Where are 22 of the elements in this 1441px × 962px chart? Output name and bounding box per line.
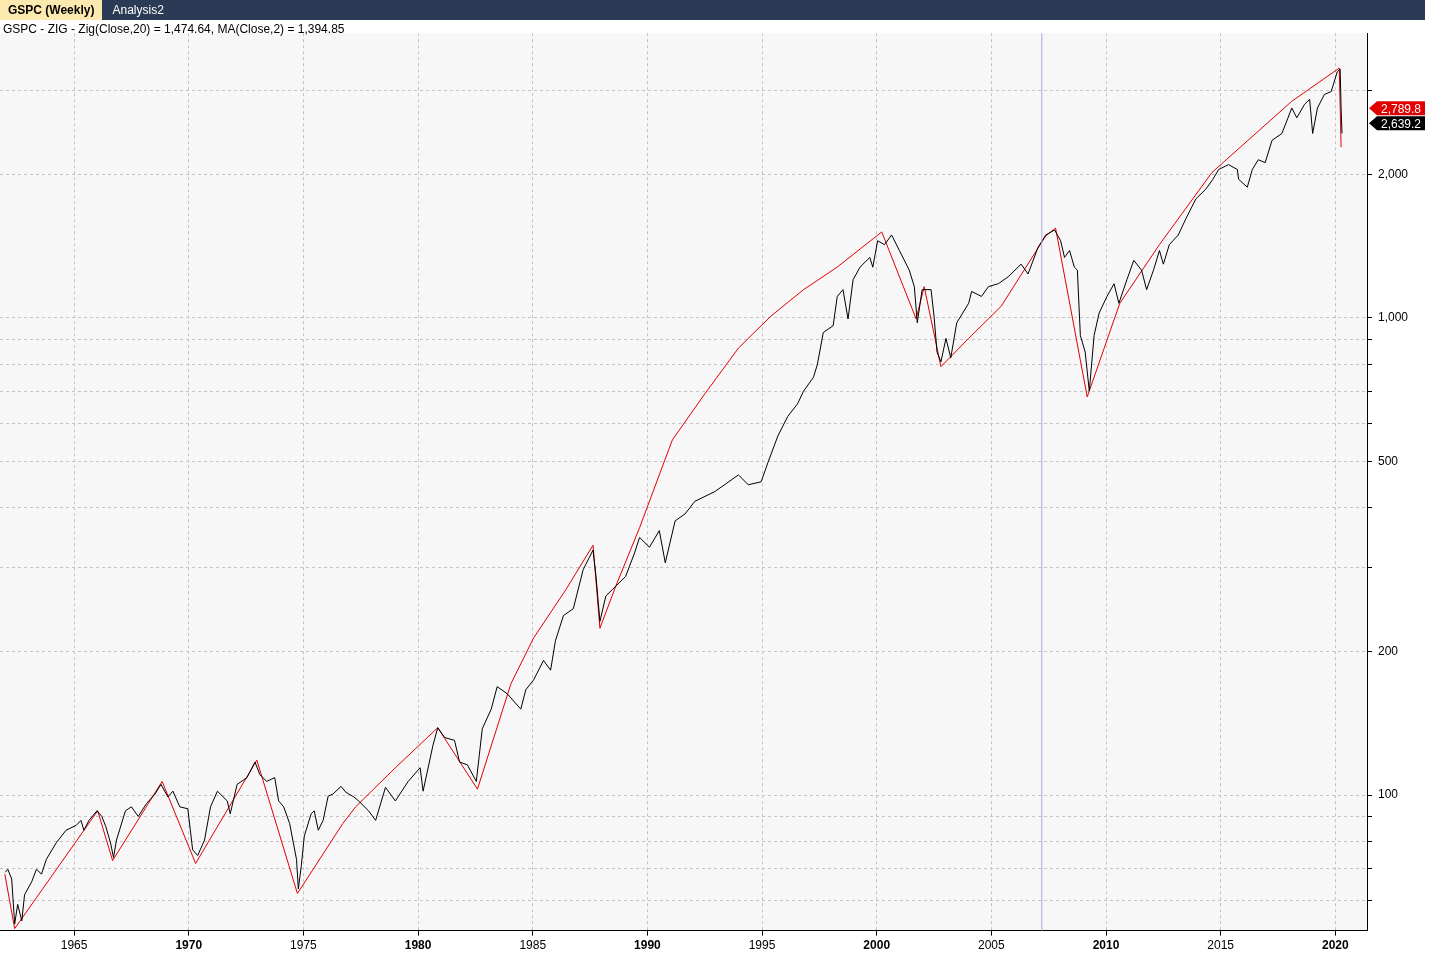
x-tick-label: 2015 — [1207, 938, 1235, 953]
x-tick-label: 2020 — [1322, 938, 1350, 953]
x-tick-label: 1980 — [404, 938, 432, 953]
y-tick-label: 500 — [1378, 453, 1399, 468]
x-tick-label: 2010 — [1092, 938, 1120, 953]
x-tick-label: 1970 — [175, 938, 203, 953]
x-tick-label: 1975 — [290, 938, 318, 953]
chart-subtitle: GSPC - ZIG - Zig(Close,20) = 1,474.64, MA(Close,2) = 1,394.85 — [3, 22, 345, 36]
y-tick-label: 2,000 — [1378, 166, 1409, 181]
text: 2,639.2 — [1381, 116, 1422, 131]
x-tick-label: 2000 — [863, 938, 891, 953]
x-tick-label: 1990 — [634, 938, 662, 953]
y-tick-label: 200 — [1378, 643, 1399, 658]
x-tick-label: 1995 — [748, 938, 776, 953]
text: 2,789.8 — [1381, 101, 1422, 116]
y-tick-label: 1,000 — [1378, 310, 1409, 325]
text: Analysis2 — [111, 2, 165, 19]
x-tick-label: 1985 — [519, 938, 547, 953]
x-tick-label: 2005 — [978, 938, 1006, 953]
chart-title: GSPC (Weekly) — [8, 3, 95, 17]
x-tick-label: 1965 — [60, 938, 88, 953]
y-tick-label: 100 — [1378, 787, 1399, 802]
